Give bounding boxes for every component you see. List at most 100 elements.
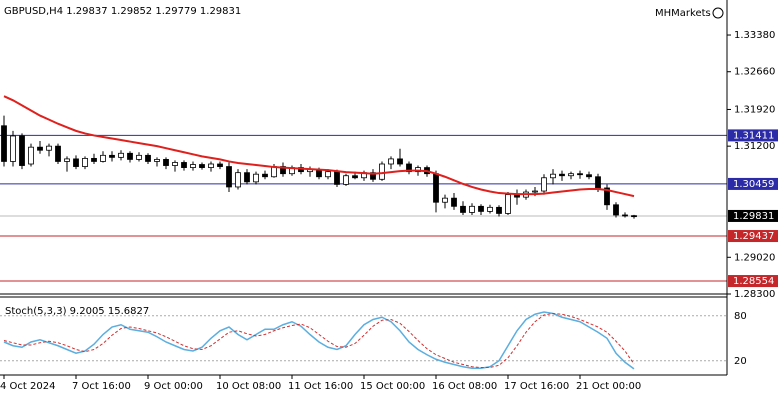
candle-body bbox=[406, 163, 412, 173]
y-tick-label: 1.32660 bbox=[734, 67, 775, 78]
candle-body bbox=[91, 157, 97, 162]
y-tick-label: 1.31920 bbox=[734, 104, 775, 115]
candle-body bbox=[100, 154, 106, 162]
x-tick-label: 10 Oct 08:00 bbox=[216, 381, 281, 392]
y-tick-label: 1.33380 bbox=[734, 30, 775, 41]
candle-body bbox=[28, 146, 34, 165]
candle-body bbox=[235, 172, 241, 188]
level-box bbox=[728, 177, 778, 190]
price-label: 1.29831 bbox=[733, 211, 774, 222]
low-value: 1.29779 bbox=[155, 6, 196, 17]
open-value: 1.29837 bbox=[66, 6, 107, 17]
candle-body bbox=[10, 135, 16, 162]
candle-body bbox=[244, 172, 250, 183]
candle-body bbox=[631, 215, 637, 218]
candle-body bbox=[73, 158, 79, 167]
close-value: 1.29831 bbox=[200, 6, 241, 17]
candle-body bbox=[136, 154, 142, 160]
candle-body bbox=[55, 145, 61, 162]
symbol: GBPUSD,H4 bbox=[4, 6, 63, 17]
indicator-title: Stoch(5,3,3) 9.2005 15.6827 bbox=[5, 306, 149, 317]
candle-body bbox=[505, 194, 511, 214]
candle-body bbox=[586, 174, 592, 178]
candle-body bbox=[172, 162, 178, 166]
candle-body bbox=[127, 152, 133, 160]
candle-body bbox=[37, 146, 43, 151]
candle-body bbox=[19, 135, 25, 166]
y-tick-label: 1.31200 bbox=[734, 141, 775, 152]
x-tick-label: 21 Oct 00:00 bbox=[576, 381, 641, 392]
candle-body bbox=[550, 173, 556, 179]
candle-body bbox=[190, 164, 196, 168]
stoch-line bbox=[3, 312, 635, 368]
y-tick-label: 20 bbox=[734, 356, 747, 367]
candle-body bbox=[388, 158, 394, 165]
y-tick-label: 80 bbox=[734, 311, 747, 322]
x-tick-label: 15 Oct 00:00 bbox=[360, 381, 425, 392]
stoch-signal: 15.6827 bbox=[108, 306, 149, 317]
level-box bbox=[728, 230, 778, 243]
candle-body bbox=[568, 173, 574, 177]
level-label: 1.31411 bbox=[733, 130, 774, 141]
level-box bbox=[728, 275, 778, 288]
candle-body bbox=[433, 173, 439, 203]
candle-body bbox=[532, 190, 538, 193]
chart-title: GBPUSD,H4 1.29837 1.29852 1.29779 1.2983… bbox=[4, 6, 241, 17]
candle-body bbox=[460, 205, 466, 213]
x-tick-label: 17 Oct 16:00 bbox=[504, 381, 569, 392]
candle-body bbox=[343, 175, 349, 185]
y-tick-label: 1.28300 bbox=[734, 289, 775, 300]
candle-body bbox=[487, 206, 493, 212]
candle-body bbox=[496, 206, 502, 214]
candle-body bbox=[154, 159, 160, 162]
candle-body bbox=[118, 152, 124, 158]
candle-body bbox=[262, 173, 268, 178]
candle-body bbox=[442, 197, 448, 203]
candle-body bbox=[82, 157, 88, 167]
candle-body bbox=[415, 167, 421, 173]
candle-body bbox=[199, 164, 205, 168]
candle-body bbox=[613, 204, 619, 216]
level-label: 1.30459 bbox=[733, 179, 774, 190]
candle-body bbox=[469, 205, 475, 213]
watermark: MHMarkets bbox=[655, 8, 711, 19]
candle-body bbox=[253, 173, 259, 183]
logo bbox=[712, 7, 724, 19]
candle-body bbox=[163, 159, 169, 166]
level-label: 1.29437 bbox=[733, 231, 774, 242]
candle-body bbox=[478, 205, 484, 212]
candle-body bbox=[334, 171, 340, 185]
x-tick-label: 9 Oct 00:00 bbox=[144, 381, 203, 392]
candle-body bbox=[370, 172, 376, 180]
candle-body bbox=[109, 154, 115, 158]
candle-body bbox=[208, 163, 214, 168]
x-tick-label: 4 Oct 2024 bbox=[0, 381, 55, 392]
price-box bbox=[728, 209, 778, 222]
candle-body bbox=[1, 125, 7, 162]
candle-body bbox=[397, 158, 403, 165]
stoch-name: Stoch(5,3,3) bbox=[5, 306, 67, 317]
candle-body bbox=[595, 176, 601, 189]
candle-body bbox=[577, 173, 583, 176]
candle-body bbox=[217, 163, 223, 167]
candle-body bbox=[64, 158, 70, 162]
high-value: 1.29852 bbox=[111, 6, 152, 17]
plot: 1.33380 1.32660 1.31920 1.31200 1.29020 1.283… bbox=[0, 30, 778, 392]
candle-body bbox=[325, 171, 331, 178]
candle-body bbox=[46, 145, 52, 151]
candle-body bbox=[604, 187, 610, 206]
x-tick-label: 11 Oct 16:00 bbox=[288, 381, 353, 392]
candle-body bbox=[451, 197, 457, 207]
candle-body bbox=[622, 214, 628, 217]
candle-body bbox=[280, 166, 286, 175]
x-tick-label: 7 Oct 16:00 bbox=[72, 381, 131, 392]
candle-body bbox=[352, 175, 358, 179]
stoch-line bbox=[3, 311, 635, 370]
stoch-main: 9.2005 bbox=[70, 306, 105, 317]
candle-body bbox=[541, 177, 547, 192]
candle-body bbox=[379, 163, 385, 180]
x-tick-label: 16 Oct 08:00 bbox=[432, 381, 497, 392]
level-label: 1.28554 bbox=[733, 276, 774, 287]
